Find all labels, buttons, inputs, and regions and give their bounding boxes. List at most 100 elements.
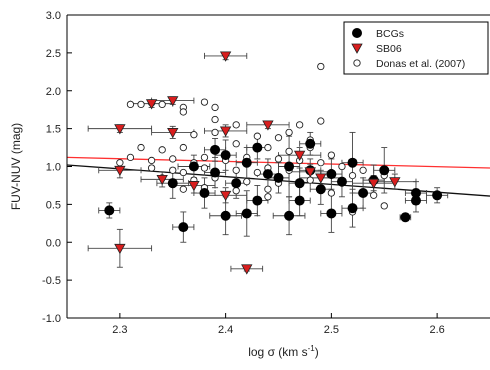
donas-point — [317, 117, 325, 125]
y-tick-label: 2.5 — [46, 48, 61, 60]
bcg-point — [326, 169, 337, 180]
bcg-point — [241, 208, 252, 219]
bcg-point — [210, 167, 221, 178]
sb06-point — [114, 165, 126, 177]
error-bars-group — [87, 51, 449, 272]
axes-group: -1.0 -0.5 0.0 0.5 1.0 1.5 2.0 2.5 3.0 2.3 2.4 2.5 2.… — [42, 10, 445, 336]
x-tick-label: 2.6 — [429, 324, 444, 336]
donas-point — [211, 103, 219, 112]
bcg-point — [347, 203, 358, 214]
sb06-point — [167, 128, 179, 139]
bcg-point — [188, 161, 199, 172]
y-tick-label: 2.0 — [46, 86, 61, 98]
donas-point — [327, 189, 336, 197]
donas-point — [200, 164, 209, 172]
bcg-point — [220, 210, 231, 221]
sb06-point — [293, 150, 306, 161]
x-axis-label: log σ (km s-1) — [248, 344, 319, 359]
sb06-points-group — [114, 51, 401, 275]
bcg-point — [252, 195, 263, 206]
donas-point — [264, 193, 272, 201]
donas-point — [147, 164, 156, 172]
donas-point — [253, 132, 262, 140]
y-tick-label: 3.0 — [46, 10, 61, 22]
bcg-point — [294, 195, 305, 206]
bcg-point — [273, 172, 284, 183]
bcg-point — [294, 178, 305, 189]
sb06-point — [219, 51, 232, 62]
bcg-point — [220, 150, 231, 161]
x-tick-label: 2.4 — [218, 324, 233, 336]
donas-point — [253, 168, 262, 177]
donas-point — [380, 202, 388, 210]
x-tick-label: 2.3 — [112, 324, 127, 336]
donas-point — [232, 121, 240, 129]
donas-point — [211, 128, 219, 137]
sb06-point — [188, 181, 200, 192]
donas-point — [137, 100, 145, 109]
bcg-point — [199, 188, 210, 199]
bcg-point — [241, 157, 252, 168]
y-tick-label: -0.5 — [42, 275, 61, 287]
donas-point — [200, 153, 209, 162]
donas-point — [243, 177, 251, 186]
bcg-point — [305, 138, 316, 149]
sb06-point — [114, 124, 126, 135]
bcg-point — [358, 188, 369, 199]
bcg-point — [284, 161, 295, 172]
donas-point — [232, 187, 240, 195]
bcg-point — [336, 176, 347, 187]
y-tick-label: 0.0 — [46, 237, 61, 249]
donas-point — [338, 162, 346, 171]
bcg-point — [326, 208, 337, 219]
bcg-point — [400, 212, 411, 223]
donas-point — [158, 100, 166, 109]
bcg-point — [410, 195, 421, 206]
donas-point — [126, 100, 135, 109]
bcg-point — [315, 184, 326, 195]
x-tick-label: 2.5 — [324, 324, 339, 336]
donas-point — [306, 176, 314, 184]
donas-point — [116, 159, 124, 167]
donas-point — [211, 115, 219, 124]
sb06-point — [145, 99, 158, 110]
sb06-point — [219, 190, 232, 202]
y-tick-label: 0.5 — [46, 199, 61, 211]
donas-point — [126, 153, 135, 162]
donas-point — [348, 171, 357, 180]
sb06-point — [156, 174, 168, 186]
plot-frame-group — [66, 14, 490, 319]
sb06-point — [315, 173, 327, 184]
legend-sb06-marker — [351, 43, 363, 54]
bcg-point — [167, 178, 178, 189]
donas-point — [274, 155, 283, 163]
bcg-point — [104, 205, 115, 216]
legend-box — [343, 21, 489, 75]
donas-point — [264, 143, 272, 152]
sb06-point — [262, 120, 274, 131]
donas-point — [295, 121, 304, 129]
legend-label: BCGs — [376, 28, 404, 40]
y-tick-label: -1.0 — [42, 313, 61, 325]
bcg-point — [262, 169, 273, 180]
legend: BCGs SB06 Donas et al. (2007) — [343, 21, 489, 75]
donas-point — [317, 62, 325, 71]
donas-point — [158, 146, 166, 154]
donas-point — [285, 128, 293, 137]
sb06-point — [304, 167, 316, 178]
y-axis-label: FUV-NUV (mag) — [9, 123, 23, 210]
donas-point — [232, 140, 240, 148]
donas-point — [179, 168, 187, 177]
donas-point — [327, 151, 336, 159]
donas-point — [232, 166, 240, 174]
donas-point — [190, 131, 198, 139]
legend-label: SB06 — [376, 43, 402, 55]
bcg-point — [231, 178, 242, 189]
donas-point — [285, 147, 293, 156]
donas-point — [264, 185, 272, 193]
bcg-point — [379, 165, 390, 176]
bcg-point — [347, 157, 358, 168]
donas-points-group — [116, 62, 388, 216]
